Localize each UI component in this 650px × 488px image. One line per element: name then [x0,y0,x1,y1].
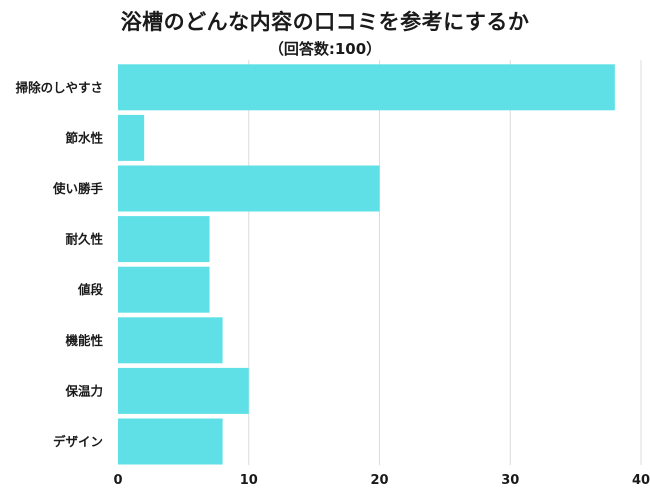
category-label: 耐久性 [65,232,103,247]
chart-subtitle: （回答数:100） [268,40,382,58]
bar-5 [118,317,223,364]
chart-title: 浴槽のどんな内容の口コミを参考にするか [120,10,530,34]
category-label: 使い勝手 [52,181,104,196]
x-tick-label: 30 [501,473,519,488]
bar-2 [118,165,380,212]
bar-4 [118,266,210,313]
category-label: 掃除のしやすさ [16,80,103,95]
category-label: 機能性 [65,333,103,348]
category-label: デザイン [53,434,103,449]
x-tick-label: 0 [113,473,122,488]
x-tick-labels: 0 10 20 30 40 [113,473,650,488]
category-label: 値段 [77,282,104,297]
bar-7 [118,418,223,465]
bar-1 [118,114,145,161]
grid-lines [248,60,642,465]
bar-6 [118,367,249,414]
x-tick-label: 20 [370,473,388,488]
bar-3 [118,216,210,263]
category-label: 保温力 [64,383,103,398]
category-label: 節水性 [65,130,103,145]
bar-0 [118,64,615,111]
x-tick-label: 40 [632,473,650,488]
bars [118,64,615,465]
x-tick-label: 10 [240,473,258,488]
